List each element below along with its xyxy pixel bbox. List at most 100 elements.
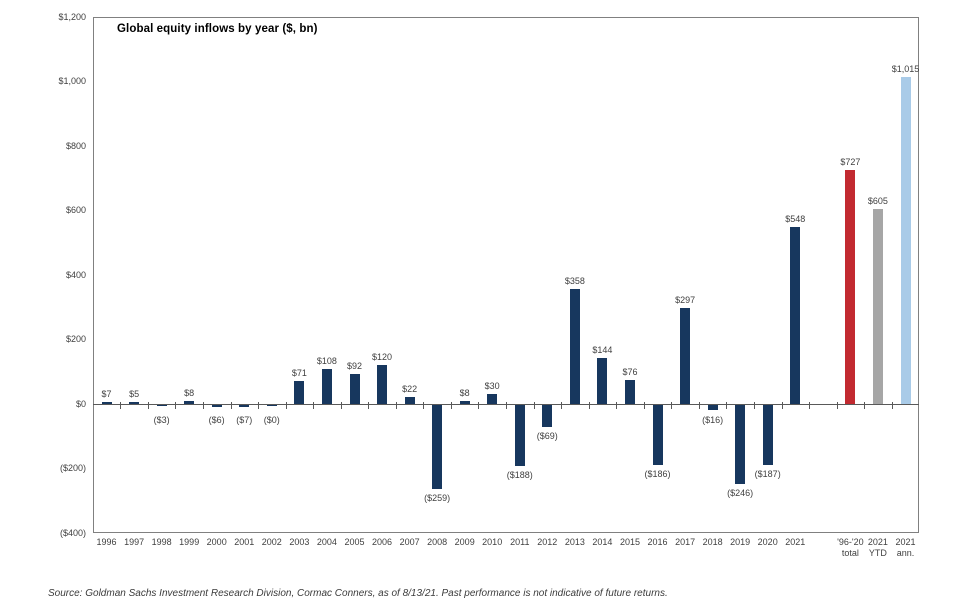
x-tick-label: 2007 [386,537,434,548]
x-tick-label-line: 2019 [730,537,751,547]
x-tick-label-line: total [841,548,859,558]
bar-2016 [652,405,663,465]
axis-tick [202,402,204,409]
axis-tick [258,402,259,409]
bar-value-label: $30 [484,381,500,392]
bar-1997 [129,402,140,404]
x-tick-label: 2014 [578,537,626,548]
x-tick-label: 2001 [220,537,268,548]
bar-value-label: $358 [564,275,585,286]
axis-tick [588,402,590,409]
x-tick-label-line: 2008 [427,537,448,547]
bar-value-label: ($6) [208,415,225,425]
bar-value-label: ($69) [536,431,558,442]
axis-tick [643,402,645,409]
source-note: Source: Goldman Sachs Investment Researc… [48,588,668,599]
x-tick-label-line: 2021 [785,537,806,547]
axis-tick [423,402,425,409]
bar-2003 [294,381,305,404]
x-tick-label: 1996 [83,537,131,548]
bar-value-label: $76 [622,366,638,377]
bar-value-label: ($246) [727,488,754,499]
x-tick-label: 2010 [468,537,516,548]
bar-value-label: $22 [402,383,418,394]
axis-tick [561,402,563,409]
x-tick-label: 2016 [634,537,682,548]
axis-tick [395,402,397,409]
plot-area [93,17,919,533]
x-tick-label-line: 2016 [647,537,668,547]
bar-value-label: $1,015 [891,63,920,74]
bar-value-label: ($3) [153,415,170,425]
x-tick-label-line: 2012 [537,537,558,547]
x-tick-label: 2017 [661,537,709,548]
bar-2015 [625,379,635,404]
axis-tick [671,402,673,409]
x-tick-label-line: 2005 [344,537,365,547]
bar-value-label: $548 [785,214,806,225]
axis-tick [506,402,507,409]
bar-value-label: ($259) [424,492,451,503]
axis-tick [147,402,149,409]
x-tick-label: 1997 [110,537,158,548]
y-tick-label: ($200) [59,463,86,473]
bar-value-label: $605 [867,195,888,206]
bar-value-label: $8 [184,388,195,399]
bar-2011 [514,405,525,466]
x-tick-label-line: 2009 [454,537,475,547]
y-tick-label: ($400) [59,527,86,538]
x-tick-label: 2003 [275,537,323,548]
x-tick-label: 2013 [551,537,599,548]
bar--96-20-total [845,169,856,404]
x-tick-label: 2020 [744,537,792,548]
bar-2020 [762,405,773,466]
x-tick-label-line: 2021 [867,537,888,547]
axis-tick [533,402,535,409]
x-tick-label-line: 2007 [399,537,420,547]
bar-2014 [597,357,608,404]
bar-2004 [321,369,332,404]
y-tick-label: $400 [65,269,86,280]
x-tick-label: 2000 [193,537,241,548]
axis-tick [340,402,342,409]
bar-2021-ytd [872,208,883,404]
y-tick-label: $1,000 [58,76,86,86]
x-tick-label-line: 2014 [592,537,613,547]
x-tick-label-line: 1999 [179,537,200,547]
x-tick-label-line: 2004 [316,537,337,547]
x-tick-label-line: YTD [868,548,887,558]
x-tick-label: 2019 [716,537,764,548]
y-tick-label: $800 [65,140,86,151]
bar-2021-ann- [900,76,911,404]
bar-value-label: $727 [840,156,861,167]
x-tick-label: 2018 [689,537,737,548]
axis-tick [836,402,838,409]
axis-tick [616,402,618,409]
x-tick-label-line: 2015 [619,537,641,547]
bar-2018 [707,405,718,411]
x-tick-label: 2002 [248,537,296,548]
x-tick-label-line: ann. [896,548,915,558]
x-tick-label-line: 2006 [371,537,393,547]
x-tick-label: 2011 [496,537,544,548]
x-tick-label-line: 2018 [702,537,723,547]
bar-2005 [349,374,360,404]
x-tick-label: 2004 [303,537,351,548]
bar-2007 [404,396,415,404]
bar-2001 [239,405,250,408]
bar-1998 [156,405,167,406]
bar-value-label: $8 [459,388,470,399]
bar-value-label: ($7) [236,415,253,425]
x-tick-label: 2006 [358,537,406,548]
bar-value-label: $297 [675,295,696,306]
x-tick-label: '96-'20 total [826,537,874,559]
bar-1996 [101,401,112,404]
axis-tick [313,402,315,409]
bar-2021 [790,227,801,404]
bar-value-label: $7 [101,388,112,399]
axis-tick [478,402,480,409]
axis-tick [864,402,866,409]
bar-value-label: $71 [291,368,307,379]
axis-tick [891,402,893,409]
axis-tick [175,402,177,409]
